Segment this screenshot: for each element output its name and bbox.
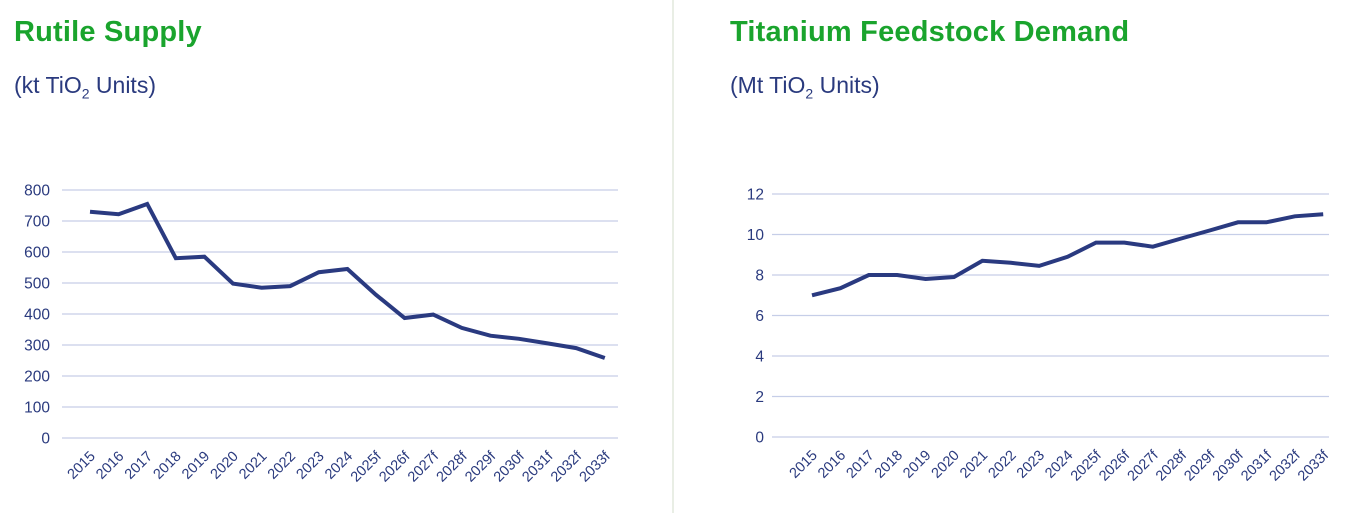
y-axis-tick-label: 500 bbox=[24, 276, 50, 293]
x-axis-tick-label: 2020 bbox=[208, 449, 242, 483]
x-axis-tick-label: 2017 bbox=[843, 448, 877, 482]
y-axis-tick-label: 400 bbox=[24, 307, 50, 324]
chart-title-rutile-supply: Rutile Supply bbox=[14, 16, 202, 48]
units-subscript: 2 bbox=[805, 85, 814, 102]
x-axis-tick-label: 2023 bbox=[293, 449, 327, 483]
x-axis-tick-label: 2027f bbox=[405, 448, 443, 486]
x-axis-tick-label: 2023 bbox=[1014, 448, 1048, 482]
x-axis-tick-label: 2031f bbox=[519, 448, 557, 486]
x-axis-tick-label: 2022 bbox=[265, 449, 299, 483]
y-axis-tick-label: 8 bbox=[755, 268, 764, 285]
y-axis-tick-label: 0 bbox=[755, 430, 764, 447]
y-axis-tick-label: 2 bbox=[755, 389, 764, 406]
units-subscript: 2 bbox=[81, 85, 90, 102]
data-line-series bbox=[89, 201, 606, 360]
y-axis-tick-label: 6 bbox=[755, 308, 764, 325]
data-line-series bbox=[811, 212, 1324, 298]
x-axis-tick-label: 2028f bbox=[434, 448, 472, 486]
x-axis-tick-label: 2017 bbox=[122, 449, 156, 483]
titanium-feedstock-demand-line-chart: 0246810122015201620172018201920202021202… bbox=[747, 187, 1333, 485]
y-axis-tick-label: 200 bbox=[24, 369, 50, 386]
x-axis-tick-label: 2026f bbox=[376, 448, 414, 486]
x-axis-tick-label: 2021 bbox=[957, 448, 991, 482]
units-suffix: Units) bbox=[89, 72, 156, 98]
x-axis-tick-label: 2031f bbox=[1238, 447, 1276, 485]
units-suffix: Units) bbox=[813, 72, 880, 98]
x-axis-tick-label: 2033f bbox=[1295, 447, 1333, 485]
panel-divider bbox=[672, 0, 674, 513]
units-prefix: (kt TiO bbox=[14, 72, 82, 98]
x-axis-tick-label: 2027f bbox=[1125, 447, 1163, 485]
chart-title-titanium-feedstock-demand: Titanium Feedstock Demand bbox=[730, 16, 1130, 48]
x-axis-tick-label: 2016 bbox=[93, 449, 127, 483]
y-axis-tick-label: 700 bbox=[24, 214, 50, 231]
x-axis-tick-label: 2020 bbox=[929, 448, 963, 482]
chart-units-subtitle-left: (kt TiO2 Units) bbox=[14, 72, 156, 102]
x-axis-tick-label: 2016 bbox=[815, 448, 849, 482]
y-axis-tick-label: 100 bbox=[24, 400, 50, 417]
y-axis-tick-label: 300 bbox=[24, 338, 50, 355]
x-axis-tick-label: 2030f bbox=[1210, 447, 1248, 485]
x-axis-tick-label: 2018 bbox=[872, 448, 906, 482]
rutile-supply-line-chart: 0100200300400500600700800201520162017201… bbox=[24, 183, 618, 486]
x-axis-tick-label: 2030f bbox=[491, 448, 529, 486]
units-prefix: (Mt TiO bbox=[730, 72, 806, 98]
x-axis-tick-label: 2025f bbox=[348, 448, 386, 486]
x-axis-tick-label: 2025f bbox=[1068, 447, 1106, 485]
y-axis-tick-label: 0 bbox=[41, 431, 50, 448]
y-axis-tick-label: 12 bbox=[747, 187, 764, 204]
y-axis-tick-label: 10 bbox=[747, 227, 765, 244]
x-axis-tick-label: 2032f bbox=[1267, 447, 1305, 485]
x-axis-tick-label: 2021 bbox=[236, 449, 270, 483]
y-axis-tick-label: 600 bbox=[24, 245, 50, 262]
chart-units-subtitle-right: (Mt TiO2 Units) bbox=[730, 72, 880, 102]
y-axis-tick-label: 4 bbox=[755, 349, 764, 366]
x-axis-tick-label: 2019 bbox=[179, 449, 213, 483]
x-axis-tick-label: 2022 bbox=[985, 448, 1019, 482]
y-axis-tick-label: 800 bbox=[24, 183, 50, 200]
x-axis-tick-label: 2029f bbox=[462, 448, 500, 486]
x-axis-tick-label: 2015 bbox=[65, 449, 99, 483]
x-axis-tick-label: 2033f bbox=[577, 448, 615, 486]
x-axis-tick-label: 2032f bbox=[548, 448, 586, 486]
x-axis-tick-label: 2015 bbox=[787, 448, 821, 482]
x-axis-tick-label: 2018 bbox=[150, 449, 184, 483]
x-axis-tick-label: 2028f bbox=[1153, 447, 1191, 485]
x-axis-tick-label: 2019 bbox=[900, 448, 934, 482]
x-axis-tick-label: 2026f bbox=[1096, 447, 1134, 485]
x-axis-tick-label: 2029f bbox=[1181, 447, 1219, 485]
